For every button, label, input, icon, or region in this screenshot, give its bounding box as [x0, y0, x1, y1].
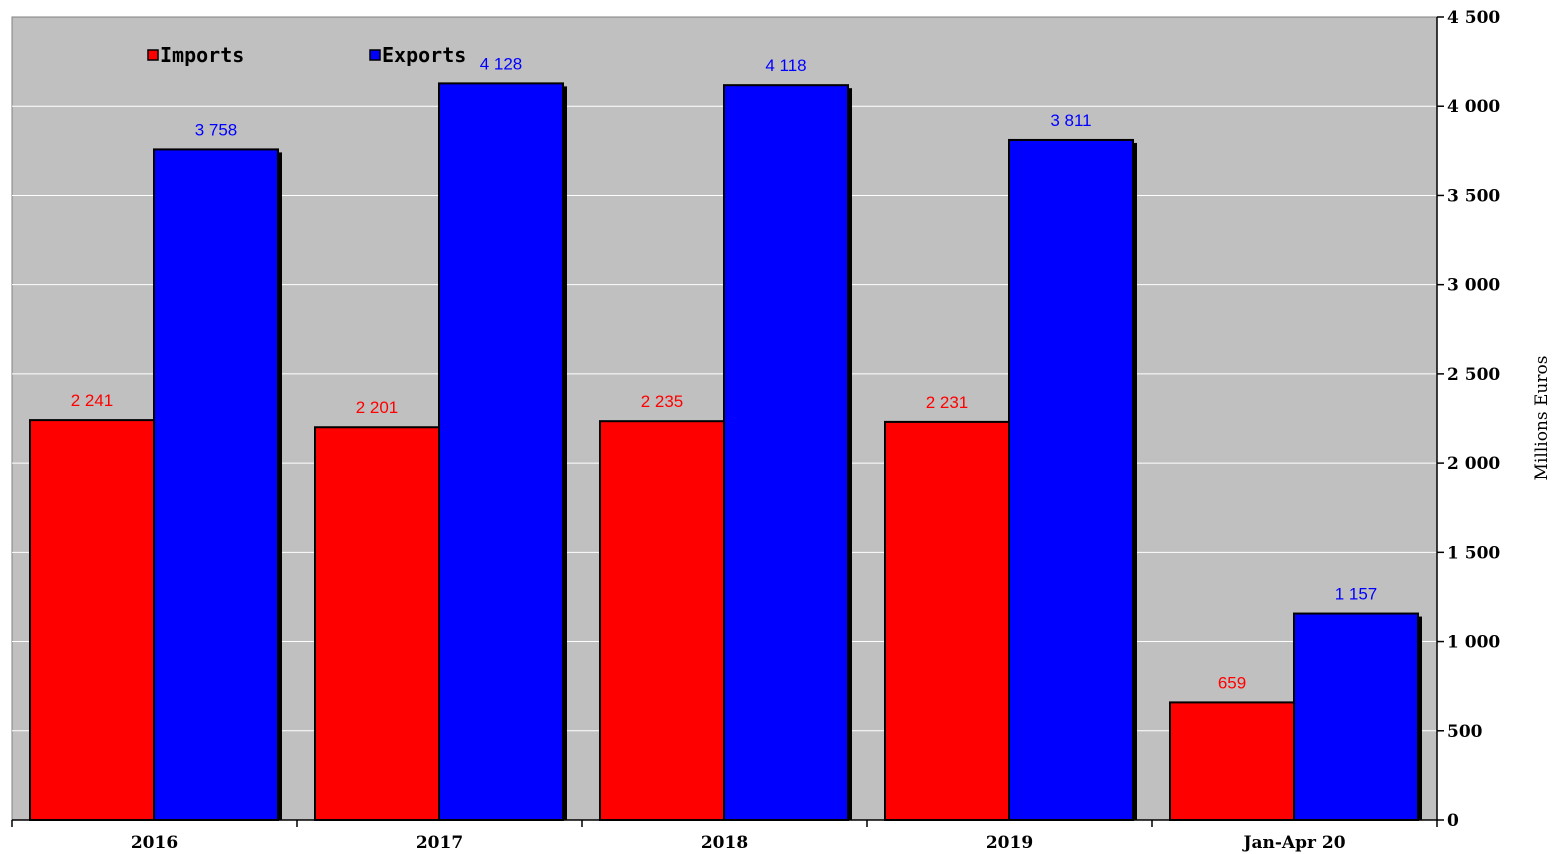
x-tick-label: 2019: [986, 833, 1033, 853]
legend: Imports Exports: [147, 43, 466, 67]
y-tick-label: 4 500: [1447, 8, 1500, 28]
bar-imports: [314, 426, 440, 821]
bar-imports: [29, 419, 155, 821]
y-tick-label: 4 000: [1447, 97, 1500, 117]
x-tick-label: Jan-Apr 20: [1241, 833, 1345, 853]
y-tick-label: 1 000: [1447, 633, 1500, 653]
bar-imports: [599, 420, 725, 821]
data-label-exports: 3 758: [195, 120, 238, 139]
data-label-imports: 2 231: [926, 393, 969, 412]
bar-imports: [884, 420, 1010, 821]
x-tick-label: 2016: [131, 833, 178, 853]
x-tick-label: 2017: [416, 833, 463, 853]
y-tick-label: 3 500: [1447, 186, 1500, 206]
legend-swatch-exports: [369, 49, 381, 61]
bar-exports: [723, 84, 849, 822]
data-labels: 2 241 3 758 2 201 4 128 2 235 4 118 2 231 3 811…: [71, 54, 1378, 692]
legend-label-exports: Exports: [382, 43, 466, 67]
data-label-exports: 3 811: [1050, 111, 1091, 130]
data-label-imports: 2 201: [356, 398, 399, 417]
data-label-imports: 2 235: [641, 392, 684, 411]
bar-exports: [153, 148, 279, 822]
x-tick-label: 2018: [701, 833, 748, 853]
bar-exports: [1293, 612, 1419, 822]
y-tick-label: 2 500: [1447, 365, 1500, 385]
legend-swatch-imports: [147, 49, 159, 61]
bar-exports: [1008, 138, 1134, 821]
bar-exports: [438, 82, 564, 821]
y-tick-label: 2 000: [1447, 454, 1500, 474]
y-tick-label: 0: [1447, 811, 1459, 831]
data-label-imports: 659: [1218, 673, 1246, 692]
y-tick-label: 1 500: [1447, 543, 1500, 563]
bar-imports: [1169, 701, 1295, 821]
legend-label-imports: Imports: [160, 43, 244, 67]
y-tick-label: 500: [1447, 722, 1483, 742]
bars: [29, 82, 1422, 822]
data-label-exports: 4 118: [765, 56, 806, 75]
data-label-exports: 4 128: [480, 54, 523, 73]
data-label-imports: 2 241: [71, 391, 114, 410]
data-label-exports: 1 157: [1335, 585, 1378, 604]
axes: 0 500 1 000 1 500 2 000 2 500 3 000 3 500 4 000 4…: [11, 8, 1500, 853]
y-tick-label: 3 000: [1447, 276, 1500, 296]
y-axis-title: Millions Euros: [1532, 356, 1552, 481]
